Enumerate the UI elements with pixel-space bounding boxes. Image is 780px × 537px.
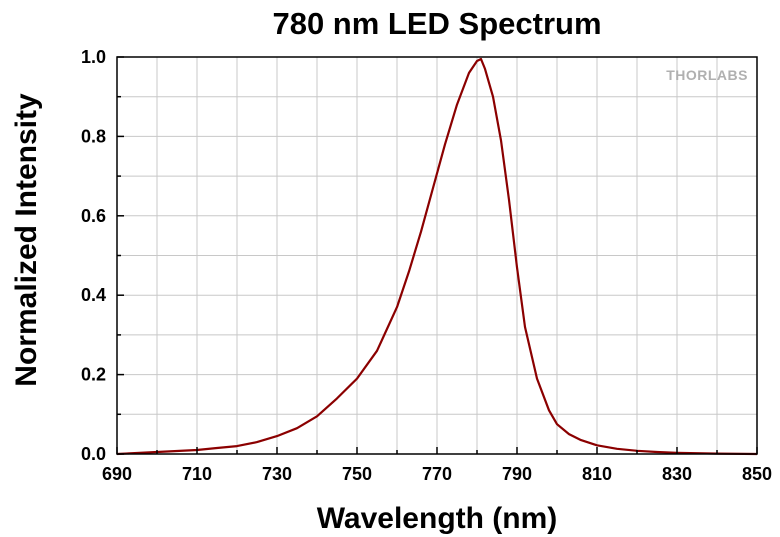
- grid: [117, 57, 757, 454]
- x-axis-title: Wavelength (nm): [317, 502, 558, 535]
- y-tick-label: 0.8: [81, 126, 106, 146]
- axis-ticks: [116, 56, 758, 455]
- x-tick-label: 810: [582, 464, 612, 484]
- tick-labels: 690 710 730 750 770 790 810 830 850 0.0 0.2 0.4 0.6 0…: [81, 47, 772, 484]
- x-tick-label: 830: [662, 464, 692, 484]
- x-tick-label: 690: [102, 464, 132, 484]
- y-tick-label: 0.6: [81, 206, 106, 226]
- y-tick-label: 1.0: [81, 47, 106, 67]
- y-tick-label: 0.2: [81, 365, 106, 385]
- y-tick-label: 0.4: [81, 285, 106, 305]
- x-tick-label: 730: [262, 464, 292, 484]
- y-tick-label: 0.0: [81, 444, 106, 464]
- thorlabs-logo: THORLABS: [666, 67, 748, 83]
- spectrum-line: [116, 57, 758, 456]
- chart-title: 780 nm LED Spectrum: [272, 6, 601, 41]
- y-axis-title: Normalized Intensity: [10, 93, 43, 387]
- plot-area: [116, 57, 758, 456]
- x-tick-label: 850: [742, 464, 772, 484]
- x-tick-label: 770: [422, 464, 452, 484]
- x-tick-label: 750: [342, 464, 372, 484]
- x-tick-label: 710: [182, 464, 212, 484]
- x-tick-label: 790: [502, 464, 532, 484]
